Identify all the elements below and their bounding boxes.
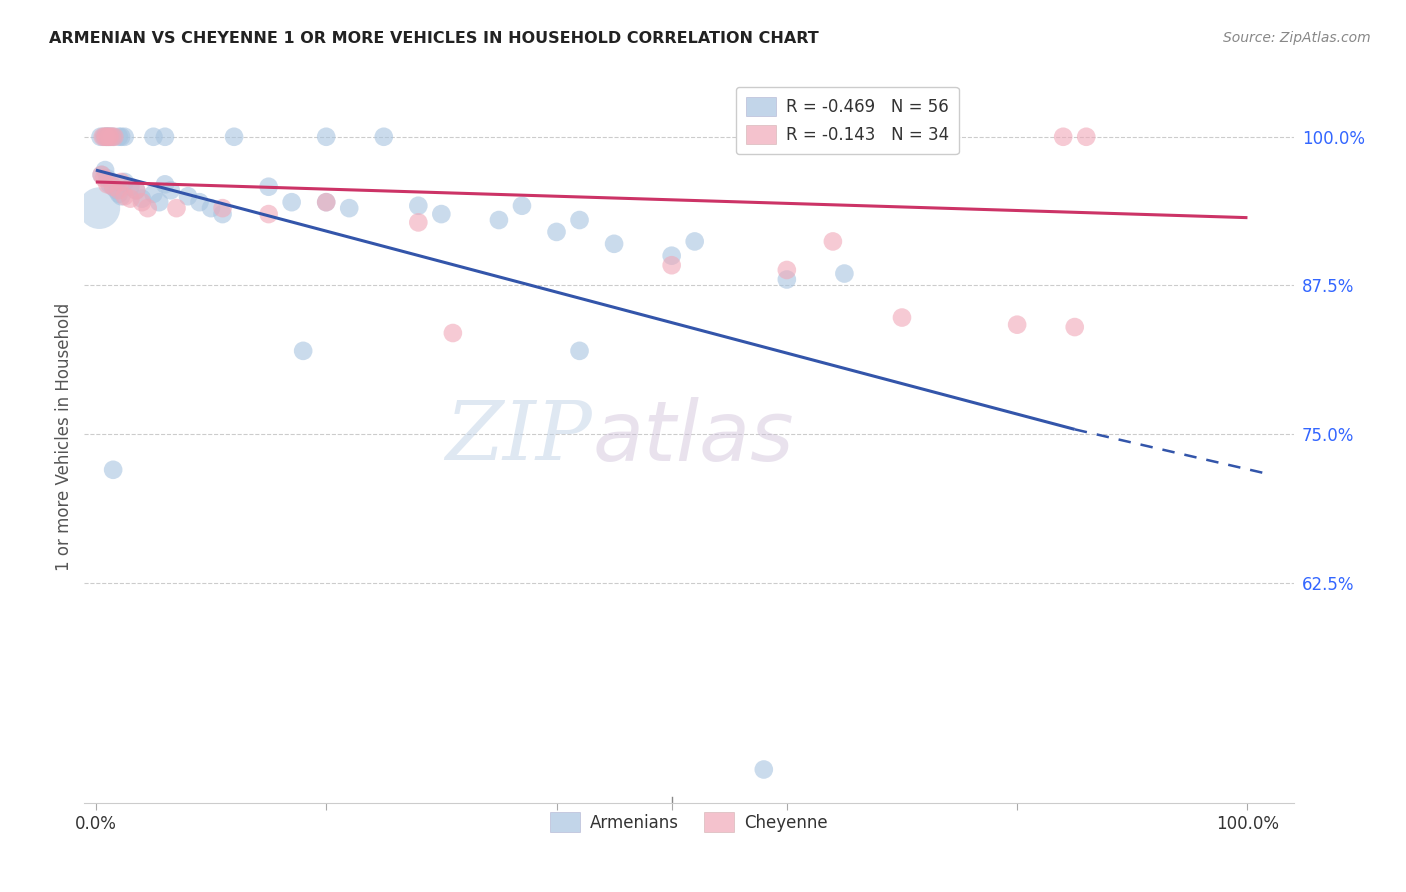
Point — [188, 195, 211, 210]
Point — [108, 129, 131, 144]
Point — [96, 171, 118, 186]
Point — [96, 178, 118, 192]
Point — [114, 129, 136, 144]
Point — [131, 192, 153, 206]
Point — [211, 207, 233, 221]
Point — [125, 183, 148, 197]
Point — [89, 201, 111, 215]
Point — [408, 215, 430, 229]
Point — [90, 168, 112, 182]
Point — [101, 129, 124, 144]
Point — [166, 201, 188, 215]
Point — [683, 235, 706, 249]
Point — [222, 129, 245, 144]
Point — [96, 129, 118, 144]
Point — [110, 175, 132, 189]
Point — [89, 129, 111, 144]
Point — [96, 129, 118, 144]
Legend: Armenians, Cheyenne: Armenians, Cheyenne — [544, 805, 834, 838]
Point — [661, 249, 683, 263]
Point — [280, 195, 302, 210]
Point — [257, 207, 280, 221]
Point — [430, 207, 453, 221]
Text: ARMENIAN VS CHEYENNE 1 OR MORE VEHICLES IN HOUSEHOLD CORRELATION CHART: ARMENIAN VS CHEYENNE 1 OR MORE VEHICLES … — [49, 31, 818, 46]
Point — [142, 186, 165, 201]
Point — [97, 129, 120, 144]
Point — [177, 189, 200, 203]
Text: ZIP: ZIP — [446, 397, 592, 477]
Point — [315, 129, 337, 144]
Point — [120, 179, 142, 194]
Point — [97, 129, 120, 144]
Point — [108, 186, 131, 201]
Point — [159, 183, 181, 197]
Point — [90, 168, 112, 182]
Point — [257, 179, 280, 194]
Point — [93, 171, 115, 186]
Point — [337, 201, 360, 215]
Point — [752, 763, 775, 777]
Y-axis label: 1 or more Vehicles in Household: 1 or more Vehicles in Household — [55, 303, 73, 571]
Point — [103, 129, 125, 144]
Point — [148, 195, 170, 210]
Point — [91, 129, 114, 144]
Point — [120, 192, 142, 206]
Point — [114, 189, 136, 203]
Point — [1076, 129, 1098, 144]
Text: atlas: atlas — [592, 397, 794, 477]
Text: Source: ZipAtlas.com: Source: ZipAtlas.com — [1223, 31, 1371, 45]
Point — [200, 201, 222, 215]
Point — [114, 175, 136, 189]
Point — [101, 463, 124, 477]
Point — [315, 195, 337, 210]
Point — [408, 199, 430, 213]
Point — [211, 201, 233, 215]
Point — [136, 201, 159, 215]
Point — [441, 326, 464, 340]
Point — [776, 272, 799, 286]
Point — [510, 199, 533, 213]
Point — [125, 183, 148, 197]
Point — [101, 179, 124, 194]
Point — [661, 258, 683, 272]
Point — [131, 195, 153, 210]
Point — [153, 129, 176, 144]
Point — [603, 236, 626, 251]
Point — [98, 178, 121, 192]
Point — [546, 225, 568, 239]
Point — [100, 129, 122, 144]
Point — [292, 343, 315, 358]
Point — [153, 178, 176, 192]
Point — [821, 235, 844, 249]
Point — [568, 213, 591, 227]
Point — [98, 129, 121, 144]
Point — [142, 129, 165, 144]
Point — [94, 129, 117, 144]
Point — [96, 129, 118, 144]
Point — [94, 163, 117, 178]
Point — [1005, 318, 1028, 332]
Point — [488, 213, 510, 227]
Point — [834, 267, 856, 281]
Point — [1063, 320, 1085, 334]
Point — [776, 263, 799, 277]
Point — [110, 189, 132, 203]
Point — [315, 195, 337, 210]
Point — [108, 183, 131, 197]
Point — [568, 343, 591, 358]
Point — [110, 129, 132, 144]
Point — [101, 179, 124, 194]
Point — [101, 129, 124, 144]
Point — [105, 183, 128, 197]
Point — [93, 129, 115, 144]
Point — [891, 310, 914, 325]
Point — [1052, 129, 1074, 144]
Point — [373, 129, 395, 144]
